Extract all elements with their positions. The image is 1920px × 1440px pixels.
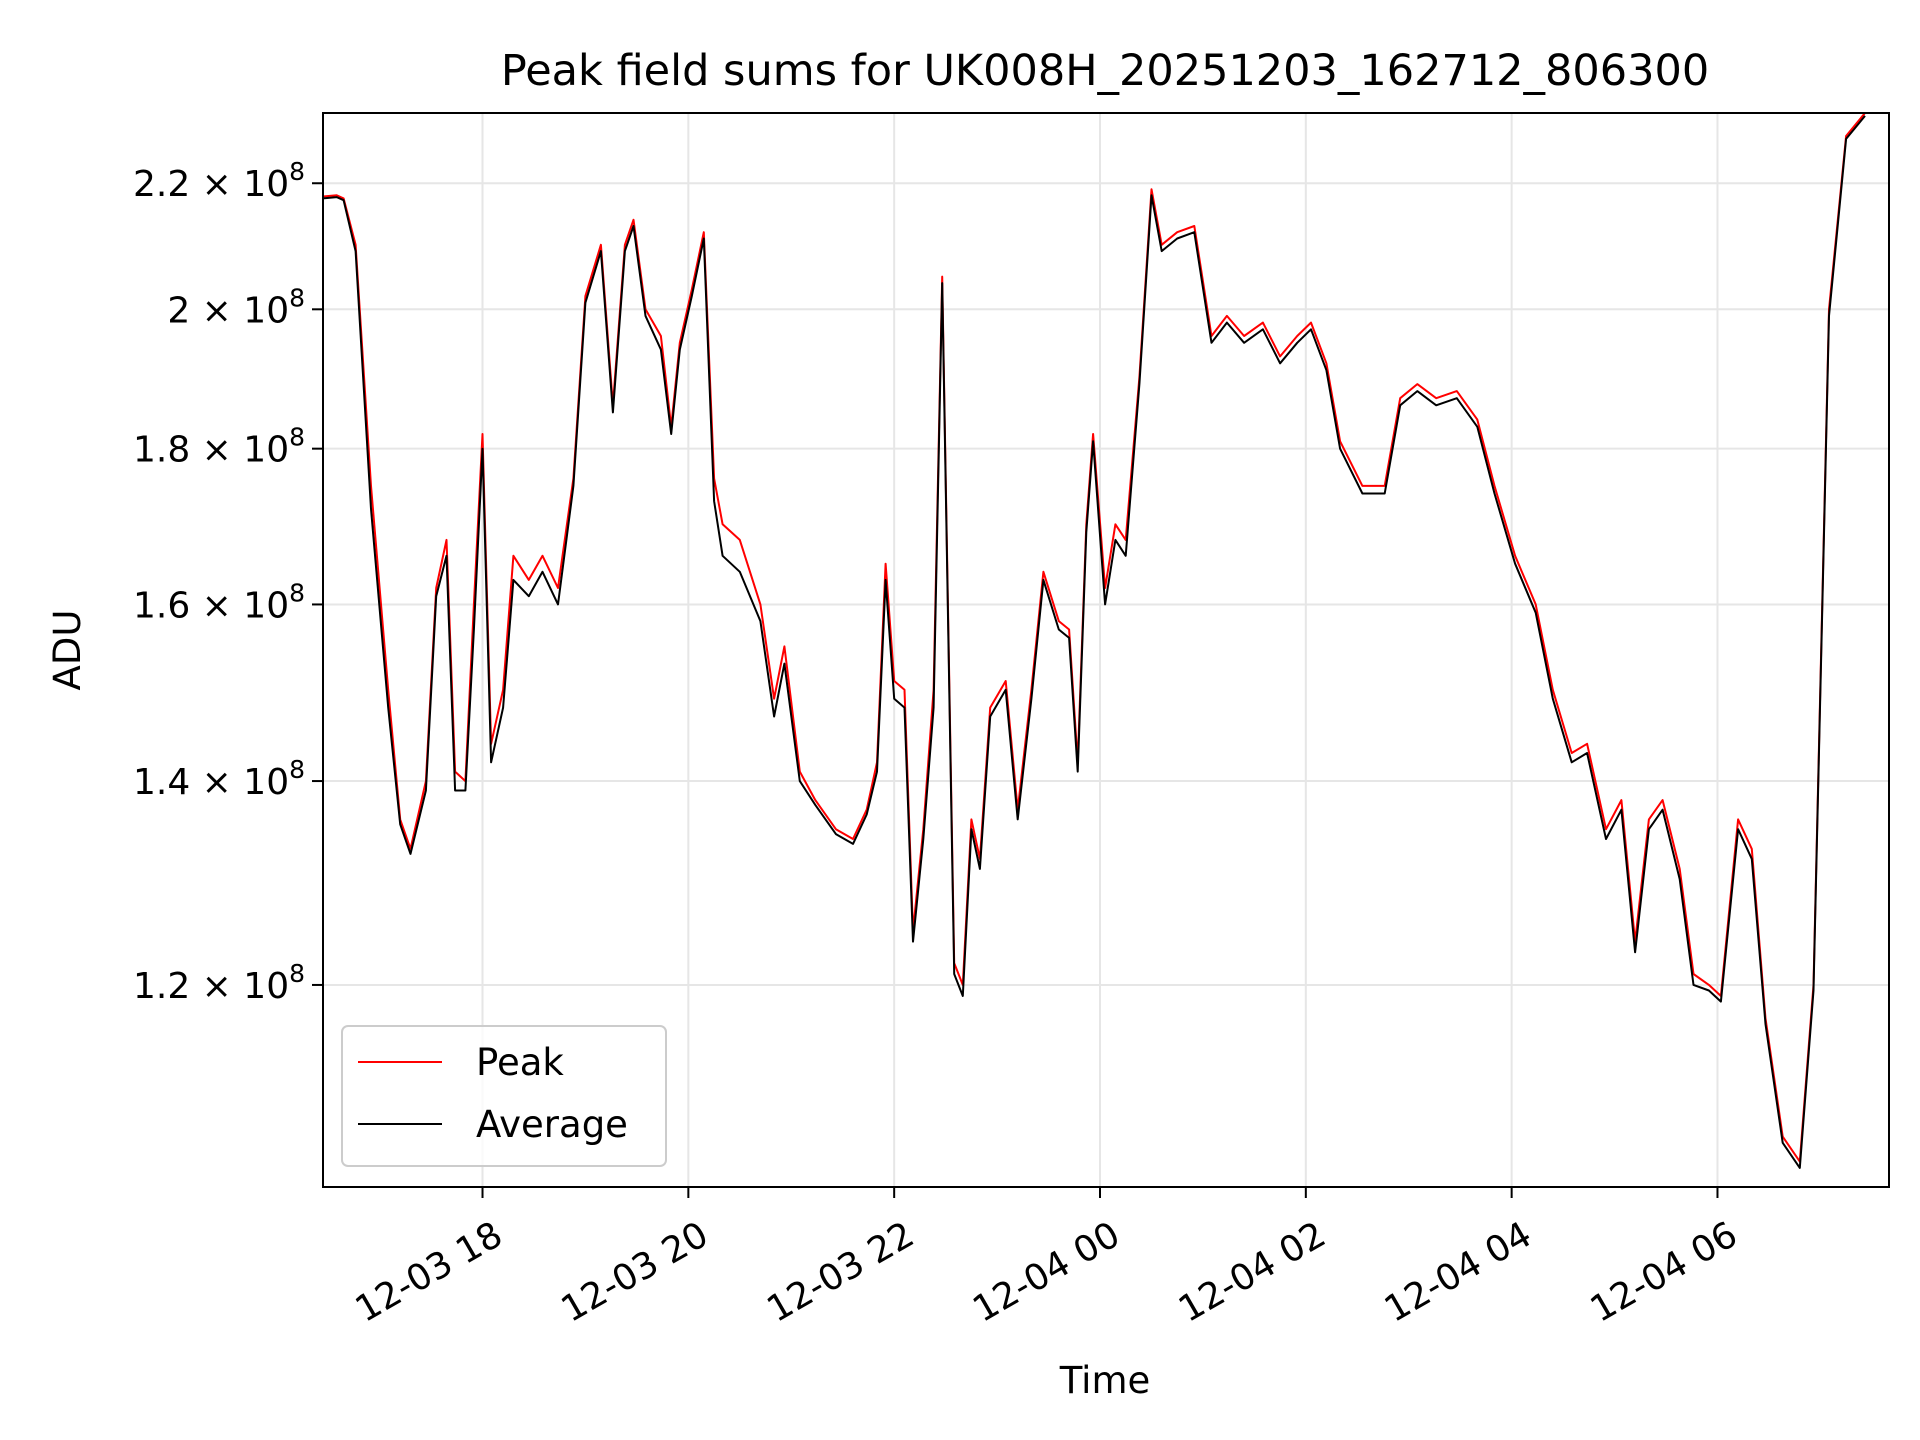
y-axis-label: ADU <box>46 610 89 691</box>
y-tick-times: × 10 <box>190 164 289 205</box>
y-tick-exponent: 8 <box>289 959 305 988</box>
y-tick-label: 1.8 × 108 <box>133 423 305 471</box>
y-tick-mantissa: 2.2 <box>133 164 190 205</box>
y-tick-label: 1.6 × 108 <box>133 578 305 626</box>
y-tick-exponent: 8 <box>289 423 305 452</box>
plot-frame <box>322 112 1890 1188</box>
y-tick-exponent: 8 <box>289 157 305 186</box>
series-line-average <box>323 115 1866 1169</box>
y-tick-times: × 10 <box>190 762 289 803</box>
y-tick-times: × 10 <box>190 585 289 626</box>
series-line-peak <box>323 113 1866 1163</box>
y-tick-mantissa: 1.8 <box>133 430 190 471</box>
y-tick-exponent: 8 <box>289 283 305 312</box>
y-tick-label: 1.4 × 108 <box>133 755 305 803</box>
y-tick-times: × 10 <box>190 290 289 331</box>
y-tick-mantissa: 1.2 <box>133 966 190 1007</box>
legend-label-peak: Peak <box>476 1041 564 1084</box>
legend: Peak Average <box>341 1025 667 1167</box>
x-axis-label: Time <box>1059 1359 1151 1402</box>
y-tick-label: 1.2 × 108 <box>133 959 305 1007</box>
y-tick-times: × 10 <box>190 966 289 1007</box>
y-tick-mantissa: 2 <box>167 290 190 331</box>
y-tick-times: × 10 <box>190 430 289 471</box>
y-tick-exponent: 8 <box>289 578 305 607</box>
y-tick-mantissa: 1.6 <box>133 585 190 626</box>
y-tick-label: 2 × 108 <box>167 283 305 331</box>
chart-title: Peak field sums for UK008H_20251203_1627… <box>501 46 1709 96</box>
y-tick-label: 2.2 × 108 <box>133 157 305 205</box>
y-tick-exponent: 8 <box>289 755 305 784</box>
series-lines <box>323 113 1866 1169</box>
y-tick-mantissa: 1.4 <box>133 762 190 803</box>
legend-label-average: Average <box>476 1103 628 1146</box>
